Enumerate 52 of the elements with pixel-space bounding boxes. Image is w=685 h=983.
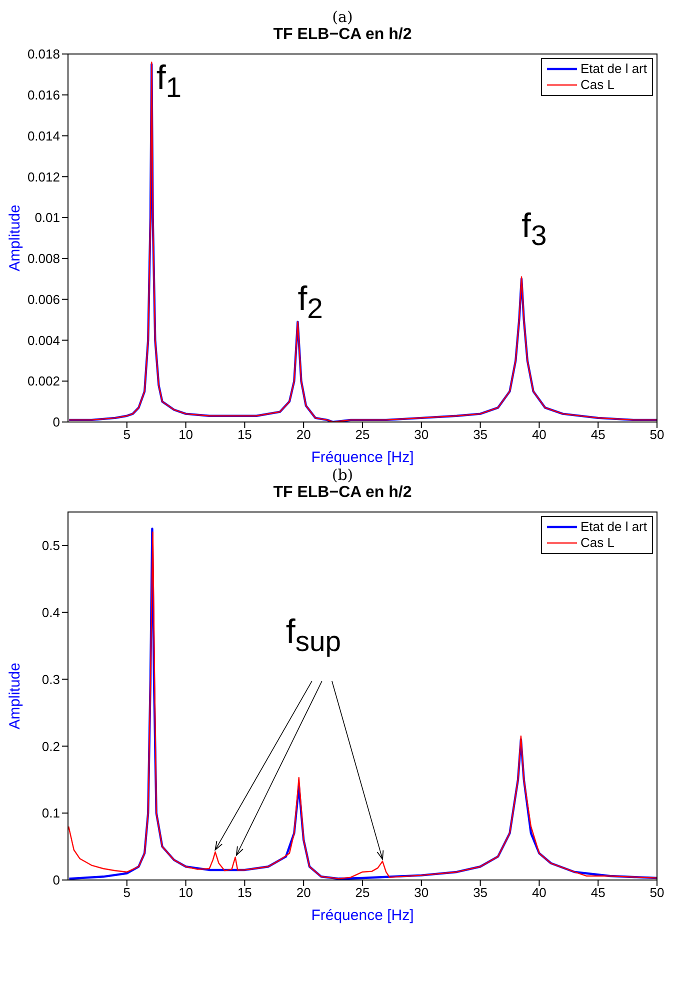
x-tick-label: 45 xyxy=(590,427,606,442)
y-tick-label: 0.1 xyxy=(42,806,60,821)
legend-label: Etat de l art xyxy=(580,519,647,535)
y-tick-label: 0.004 xyxy=(27,332,60,348)
x-tick-label: 15 xyxy=(237,427,252,442)
annotation: f$_{1}$ xyxy=(156,59,182,106)
x-tick-label: 10 xyxy=(178,885,194,900)
x-tick-label: 5 xyxy=(123,427,131,442)
x-tick-label: 30 xyxy=(414,885,429,900)
x-tick-label: 10 xyxy=(178,427,194,442)
y-tick-label: 0.012 xyxy=(27,169,60,184)
x-tick-label: 25 xyxy=(355,885,370,900)
y-tick-label: 0 xyxy=(52,872,60,888)
chart-title: TF ELB−CA en h/2 xyxy=(272,26,413,45)
x-axis-title: Fréquence [Hz] xyxy=(311,449,414,466)
chart-title: TF ELB−CA en h/2 xyxy=(272,484,413,503)
y-tick-label: 0.002 xyxy=(27,374,60,389)
text: (b) xyxy=(330,466,354,484)
annotation: f$_{sup}$ xyxy=(286,613,342,659)
y-tick-label: 0.5 xyxy=(42,538,60,554)
x-tick-label: 40 xyxy=(532,885,546,900)
y-tick-label: 0 xyxy=(52,414,60,430)
y-tick-label: 0.016 xyxy=(27,88,60,103)
x-tick-label: 40 xyxy=(532,427,546,442)
x-tick-label: 20 xyxy=(296,427,311,442)
y-axis-title: Amplitude xyxy=(6,204,24,272)
x-tick-label: 45 xyxy=(590,885,606,900)
legend-label: Etat de l art xyxy=(580,61,647,77)
y-tick-label: 0.006 xyxy=(27,292,60,307)
text: (a) xyxy=(331,8,354,26)
x-tick-label: 15 xyxy=(237,885,252,900)
legend-label: Cas L xyxy=(580,77,614,93)
x-tick-label: 50 xyxy=(650,885,664,900)
legend-label: Cas L xyxy=(580,535,614,551)
annotation: f$_{2}$ xyxy=(298,280,323,326)
y-tick-label: 0.01 xyxy=(34,210,60,226)
x-tick-label: 25 xyxy=(355,427,370,442)
y-tick-label: 0.014 xyxy=(27,128,60,144)
y-tick-label: 0.018 xyxy=(27,46,60,62)
y-tick-label: 0.3 xyxy=(42,672,60,687)
x-tick-label: 30 xyxy=(414,427,429,442)
y-axis-title: Amplitude xyxy=(6,662,24,730)
x-tick-label: 50 xyxy=(650,427,664,442)
x-tick-label: 35 xyxy=(473,885,488,900)
x-tick-label: 5 xyxy=(123,885,131,900)
annotation: f$_{3}$ xyxy=(522,206,547,252)
x-tick-label: 20 xyxy=(296,885,311,900)
y-tick-label: 0.4 xyxy=(42,604,60,620)
y-tick-label: 0.008 xyxy=(27,251,60,266)
y-tick-label: 0.2 xyxy=(42,738,60,754)
x-tick-label: 35 xyxy=(473,427,488,442)
x-axis-title: Fréquence [Hz] xyxy=(311,907,414,924)
